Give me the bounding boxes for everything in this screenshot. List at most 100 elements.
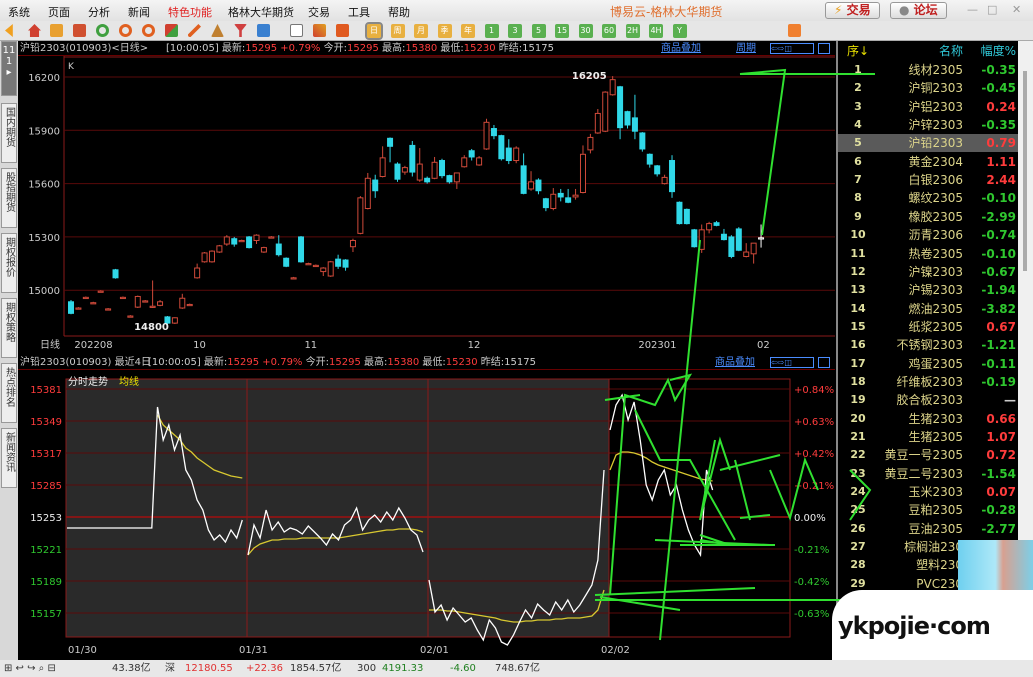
left-tab-4[interactable]: 热点排名 (1, 363, 17, 423)
ranking-row[interactable]: 4 沪锌2303 -0.35 (838, 116, 1018, 134)
menu-news[interactable]: 新闻 (128, 6, 150, 19)
period-button-13[interactable]: Y (672, 24, 687, 38)
ranking-row[interactable]: 23 黄豆二号2303 -1.54 (838, 465, 1018, 483)
left-tab-3[interactable]: 期权策略 (1, 298, 17, 358)
intraday-chart[interactable]: 15381 +0.84% 15349 +0.63% 15317 +0.42% 15285 +0… (18, 371, 835, 660)
period-button-8[interactable]: 15 (555, 24, 569, 38)
period-button-12[interactable]: 4H (649, 24, 663, 38)
ranking-row[interactable]: 11 热卷2305 -0.10 (838, 245, 1018, 263)
maximize-icon[interactable]: □ (987, 3, 998, 16)
menu-special[interactable]: 特色功能 (168, 6, 212, 19)
period-button-5[interactable]: 1 (484, 24, 499, 38)
ranking-row[interactable]: 1 线材2305 -0.35 (838, 61, 1018, 79)
ranking-row[interactable]: 22 黄豆一号2305 0.72 (838, 446, 1018, 464)
scrollbar-thumb[interactable] (1023, 71, 1027, 271)
ranking-row[interactable]: 8 螺纹2305 -0.10 (838, 189, 1018, 207)
ranking-row[interactable]: 20 生猪2303 0.66 (838, 410, 1018, 428)
header-pct[interactable]: 幅度% (980, 44, 1016, 58)
chart-line-icon[interactable] (313, 24, 326, 37)
back-icon[interactable] (5, 24, 13, 37)
row-name: 生猪2305 (908, 430, 963, 444)
extra-icon[interactable] (788, 24, 801, 37)
row-pct: 0.66 (986, 411, 1016, 426)
header-name[interactable]: 名称 (938, 44, 963, 58)
ranking-row[interactable]: 19 胶合板2303 — (838, 391, 1018, 409)
maximize-panel-icon[interactable] (818, 43, 830, 54)
menu-page[interactable]: 页面 (48, 6, 70, 19)
period-button-7[interactable]: 5 (531, 24, 546, 38)
refresh-icon[interactable] (96, 24, 109, 37)
candle (327, 260, 334, 277)
period-button-9[interactable]: 30 (578, 24, 593, 38)
home-icon[interactable] (28, 24, 41, 37)
header-seq[interactable]: 序↓ (846, 44, 870, 58)
zoom-out-icon[interactable] (142, 24, 155, 37)
period-button-0[interactable]: 日 (365, 22, 383, 40)
status-icons[interactable]: ⊞ ↩ ↪ ⌕ ⊟ (4, 663, 56, 674)
menu-broker[interactable]: 格林大华期货 (228, 6, 294, 19)
zoom-in-icon[interactable] (119, 24, 132, 37)
ranking-row[interactable]: 17 鸡蛋2305 -0.11 (838, 355, 1018, 373)
stats-icon[interactable] (257, 24, 270, 37)
kline-icon[interactable] (336, 24, 349, 37)
period-button-11[interactable]: 2H (625, 24, 640, 38)
ranking-row[interactable]: 2 沪铜2303 -0.45 (838, 79, 1018, 97)
ranking-row[interactable]: 15 纸浆2305 0.67 (838, 318, 1018, 336)
ranking-row[interactable]: 21 生猪2305 1.07 (838, 428, 1018, 446)
period-button-10[interactable]: 60 (602, 24, 616, 38)
windows-icon[interactable] (165, 24, 178, 37)
ranking-row[interactable]: 5 沪铅2303 0.79 (838, 134, 1018, 153)
left-tab-1[interactable]: 股指期货 (1, 168, 17, 228)
ranking-row[interactable]: 7 白银2306 2.44 (838, 171, 1018, 189)
overlay-link[interactable]: 商品叠加 (715, 357, 755, 368)
period-button-3[interactable]: 季 (437, 24, 452, 38)
period-link[interactable]: 周期 (736, 43, 756, 54)
f10-icon[interactable] (73, 24, 86, 37)
period-button-2[interactable]: 月 (414, 24, 428, 38)
tab-collapse[interactable]: 11 1 ▸ (1, 41, 17, 96)
period-button-6[interactable]: 3 (508, 24, 522, 38)
ranking-row[interactable]: 26 豆油2305 -2.77 (838, 520, 1018, 538)
alert-bell-icon[interactable] (211, 24, 224, 37)
ranking-row[interactable]: 10 沥青2306 -0.74 (838, 226, 1018, 244)
row-name: 热卷2305 (908, 246, 963, 261)
period-button-1[interactable]: 周 (390, 24, 405, 38)
candle (565, 188, 572, 204)
ranking-row[interactable]: 14 燃油2305 -3.82 (838, 300, 1018, 318)
scrollbar[interactable] (1018, 41, 1033, 641)
left-tab-5[interactable]: 新闻资讯 (1, 428, 17, 488)
ranking-row[interactable]: 3 沪铝2303 0.24 (838, 98, 1018, 116)
page-icon[interactable] (50, 24, 63, 37)
ranking-row[interactable]: 18 纤维板2303 -0.19 (838, 373, 1018, 391)
row-seq: 27 (850, 540, 866, 554)
price-line (428, 469, 605, 646)
ranking-row[interactable]: 12 沪镍2303 -0.67 (838, 263, 1018, 281)
menu-trade[interactable]: 交易 (308, 6, 330, 19)
draw-pen-icon[interactable] (188, 24, 201, 37)
minimize-icon[interactable]: — (967, 3, 978, 16)
maximize-panel-icon[interactable] (818, 357, 830, 368)
ranking-row[interactable]: 6 黄金2304 1.11 (838, 153, 1018, 171)
close-icon[interactable]: ✕ (1012, 3, 1022, 16)
overlay-link[interactable]: 商品叠加 (661, 43, 701, 54)
left-tab-0[interactable]: 国内期货 (1, 103, 17, 163)
ranking-row[interactable]: 25 豆粕2305 -0.28 (838, 501, 1018, 519)
table-icon[interactable] (290, 24, 303, 37)
ranking-row[interactable]: 24 玉米2303 0.07 (838, 483, 1018, 501)
ranking-row[interactable]: 16 不锈钢2303 -1.21 (838, 336, 1018, 354)
window-layout-icons[interactable]: ⇦⇨◫ (770, 357, 814, 368)
forum-button[interactable]: ● 论坛 (890, 2, 947, 19)
ranking-row[interactable]: 13 沪锡2303 -1.94 (838, 281, 1018, 299)
menu-system[interactable]: 系统 (8, 6, 30, 19)
window-layout-icons[interactable]: ⇦⇨◫ (770, 43, 814, 54)
menu-help[interactable]: 帮助 (388, 6, 410, 19)
trade-button[interactable]: ⚡ 交易 (825, 2, 880, 19)
filter-icon[interactable] (234, 24, 247, 37)
kline-chart[interactable]: 15000 15300 15600 15900 16200 K 日线 202208 10 11 12… (18, 56, 835, 351)
period-button-4[interactable]: 年 (461, 24, 475, 38)
menu-analysis[interactable]: 分析 (88, 6, 110, 19)
ranking-row[interactable]: 9 橡胶2305 -2.99 (838, 208, 1018, 226)
row-name: 纸浆2305 (908, 319, 963, 334)
left-tab-2[interactable]: 期权报价 (1, 233, 17, 293)
menu-tools[interactable]: 工具 (348, 6, 370, 19)
